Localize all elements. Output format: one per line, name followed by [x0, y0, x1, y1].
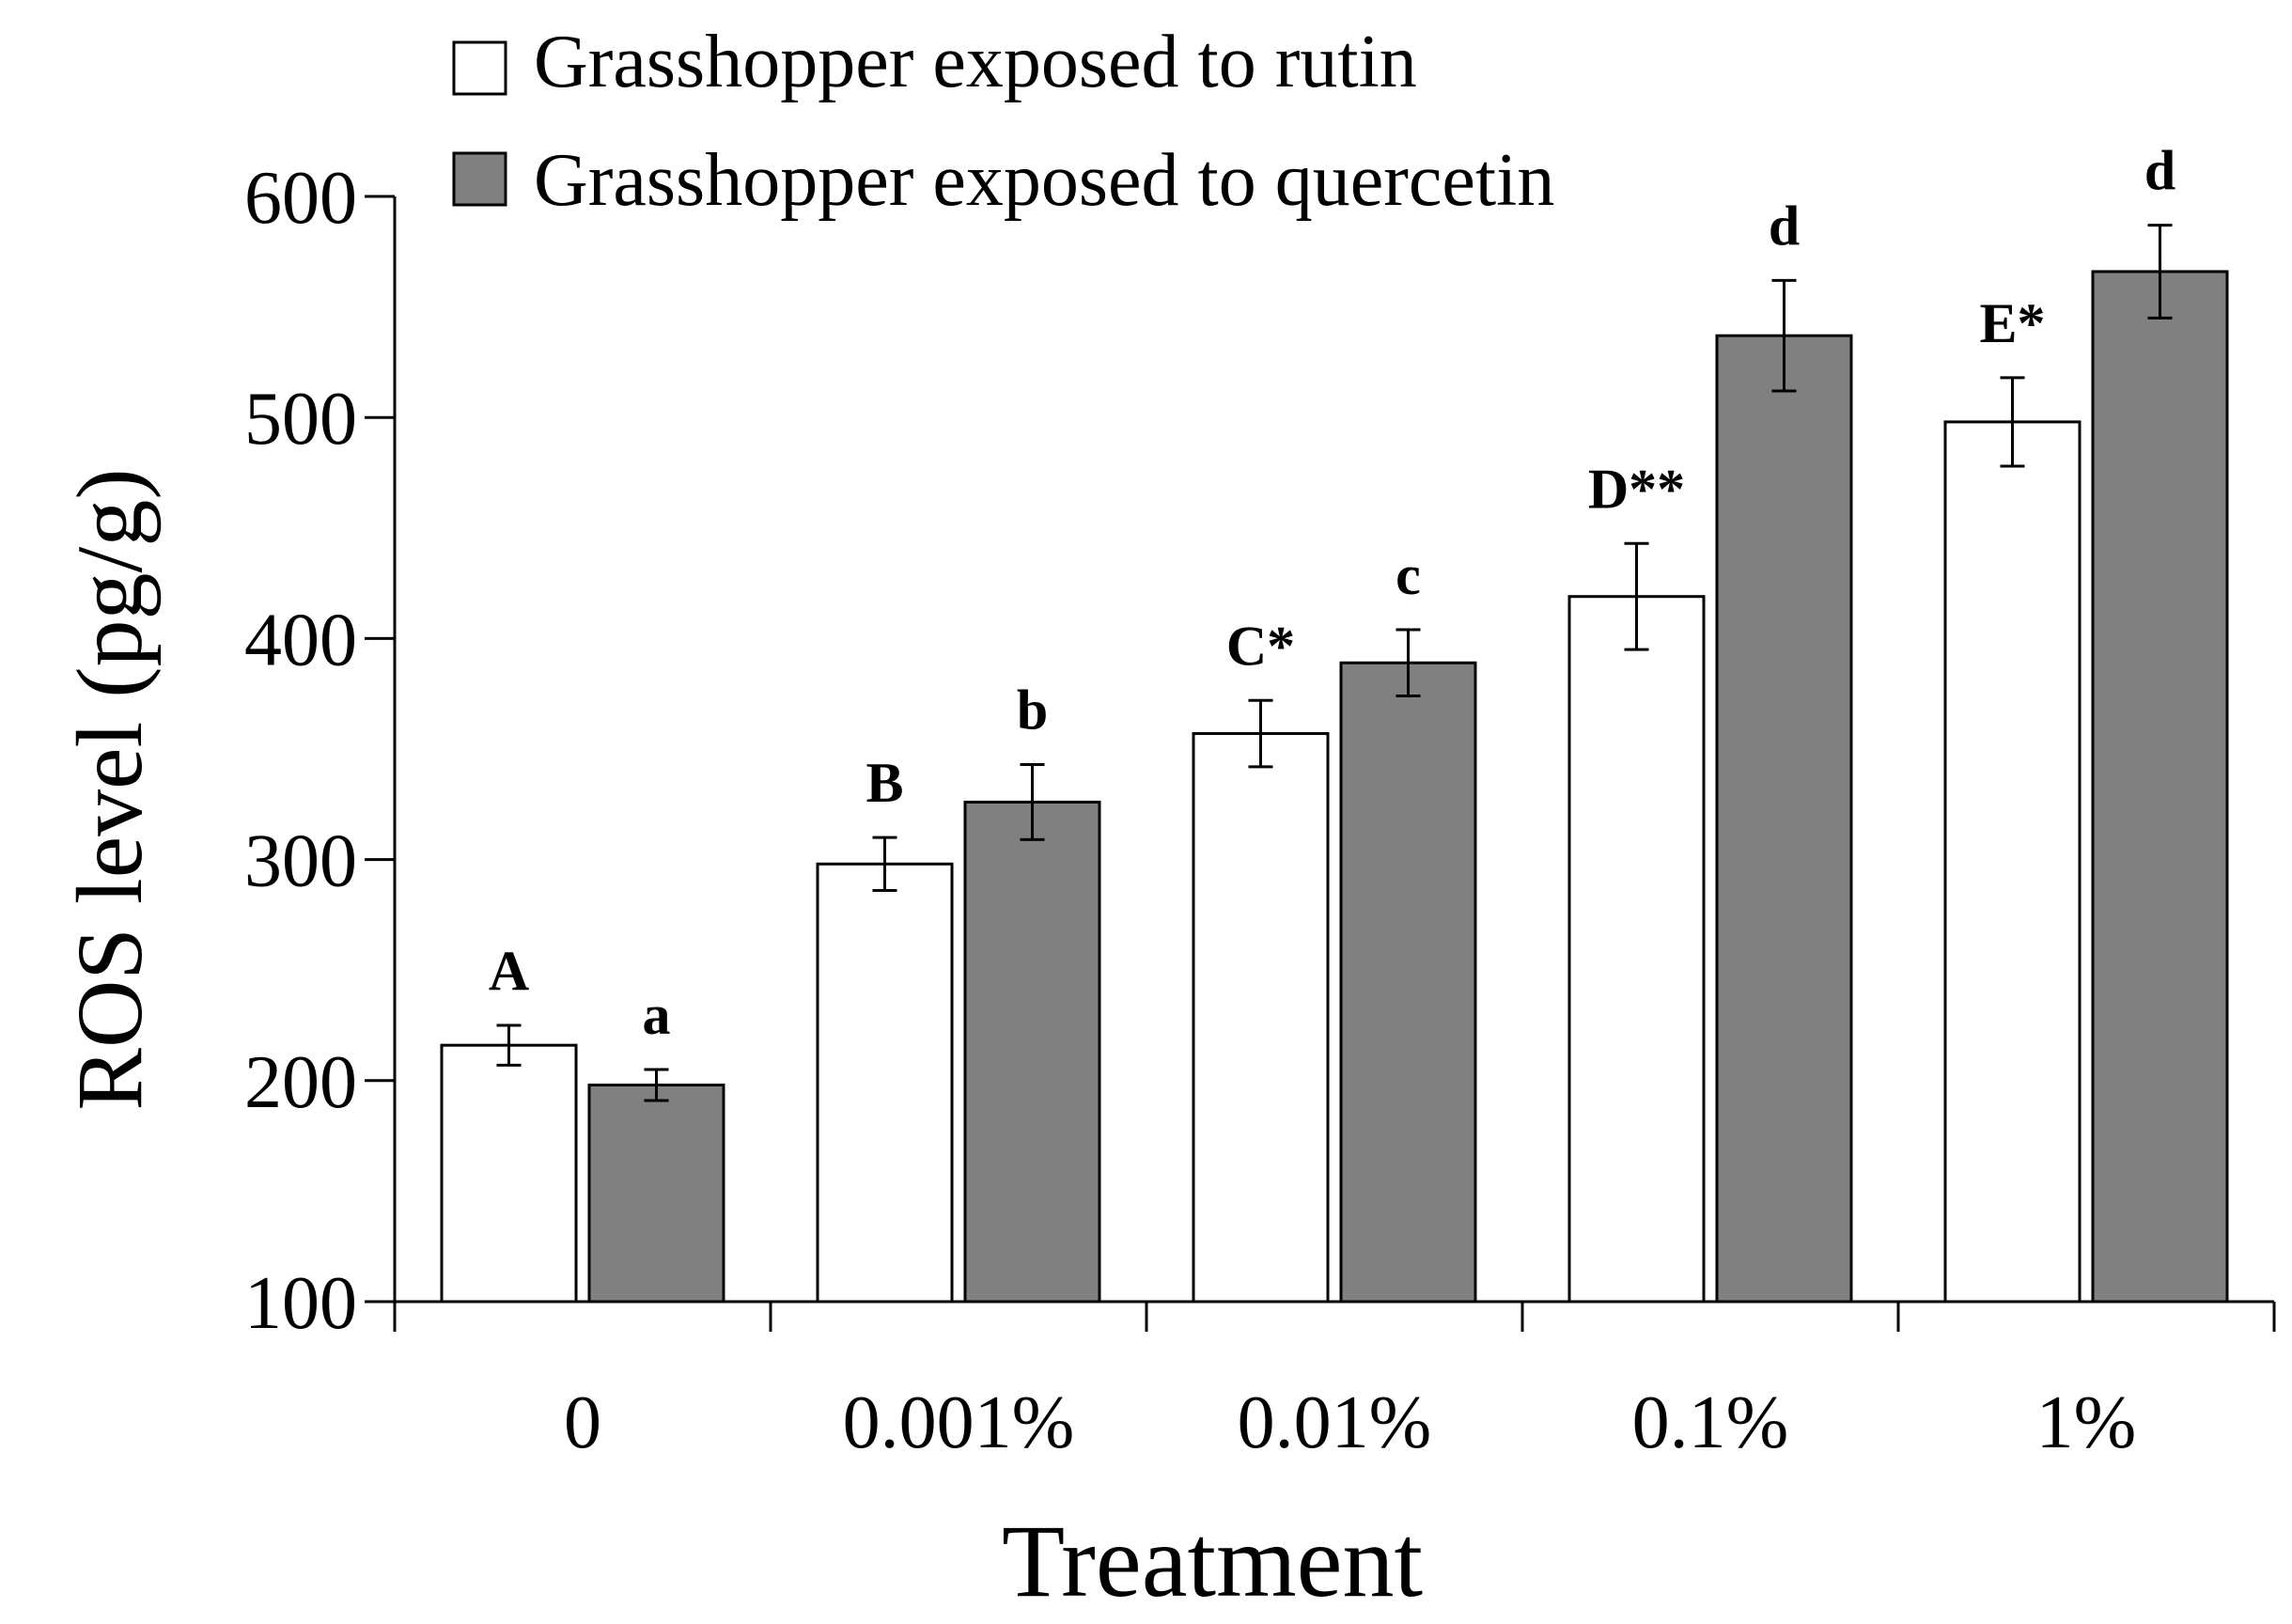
- x-tick-label: 0.01%: [1238, 1382, 1432, 1464]
- y-axis-title: ROS level (pg/g): [57, 468, 162, 1110]
- x-tick-label: 1%: [2036, 1382, 2137, 1464]
- significance-label: d: [1769, 195, 1800, 257]
- x-tick-label: 0.001%: [843, 1382, 1075, 1464]
- x-tick-label: 0.1%: [1632, 1382, 1789, 1464]
- significance-label: d: [2144, 140, 2175, 202]
- bar-quercetin-3: [1715, 334, 1853, 1304]
- y-tick-label: 500: [244, 378, 357, 461]
- x-axis-title: Treatment: [1002, 1504, 1423, 1618]
- y-tick-label: 100: [244, 1262, 357, 1345]
- legend-swatch-rutin: [452, 40, 507, 96]
- plot-area: 100 200 300 400 500 600 0 0.001% 0.01% 0.1% 1% A B C*…: [244, 140, 2276, 1464]
- bar-quercetin-2: [1339, 661, 1477, 1304]
- significance-label: b: [1017, 679, 1048, 741]
- x-tick-label: 0: [564, 1382, 601, 1464]
- legend-label-quercetin: Grasshopper exposed to quercetin: [534, 139, 1554, 222]
- significance-label: a: [643, 984, 671, 1046]
- significance-label: c: [1395, 544, 1421, 606]
- significance-label: E*: [1979, 292, 2045, 354]
- bar-rutin-4: [1943, 420, 2082, 1304]
- bar-quercetin-1: [963, 800, 1101, 1304]
- legend-label-rutin: Grasshopper exposed to rutin: [534, 21, 1417, 103]
- legend-swatch-quercetin: [452, 151, 507, 207]
- bar-rutin-0: [440, 1043, 578, 1304]
- significance-label: D**: [1588, 458, 1685, 520]
- bar-rutin-1: [816, 862, 954, 1304]
- y-tick-label: 200: [244, 1041, 357, 1124]
- significance-label: B: [865, 752, 903, 814]
- bar-rutin-3: [1567, 595, 1706, 1304]
- significance-label: A: [489, 940, 529, 1002]
- significance-label: C*: [1226, 615, 1295, 677]
- bar-quercetin-4: [2091, 270, 2229, 1304]
- y-tick-label: 600: [244, 157, 357, 240]
- bar-quercetin-0: [587, 1084, 725, 1304]
- bar-rutin-2: [1192, 732, 1330, 1304]
- legend: Grasshopper exposed to rutin Grasshopper…: [452, 21, 1554, 222]
- y-tick-label: 300: [244, 820, 357, 903]
- y-tick-label: 400: [244, 599, 357, 681]
